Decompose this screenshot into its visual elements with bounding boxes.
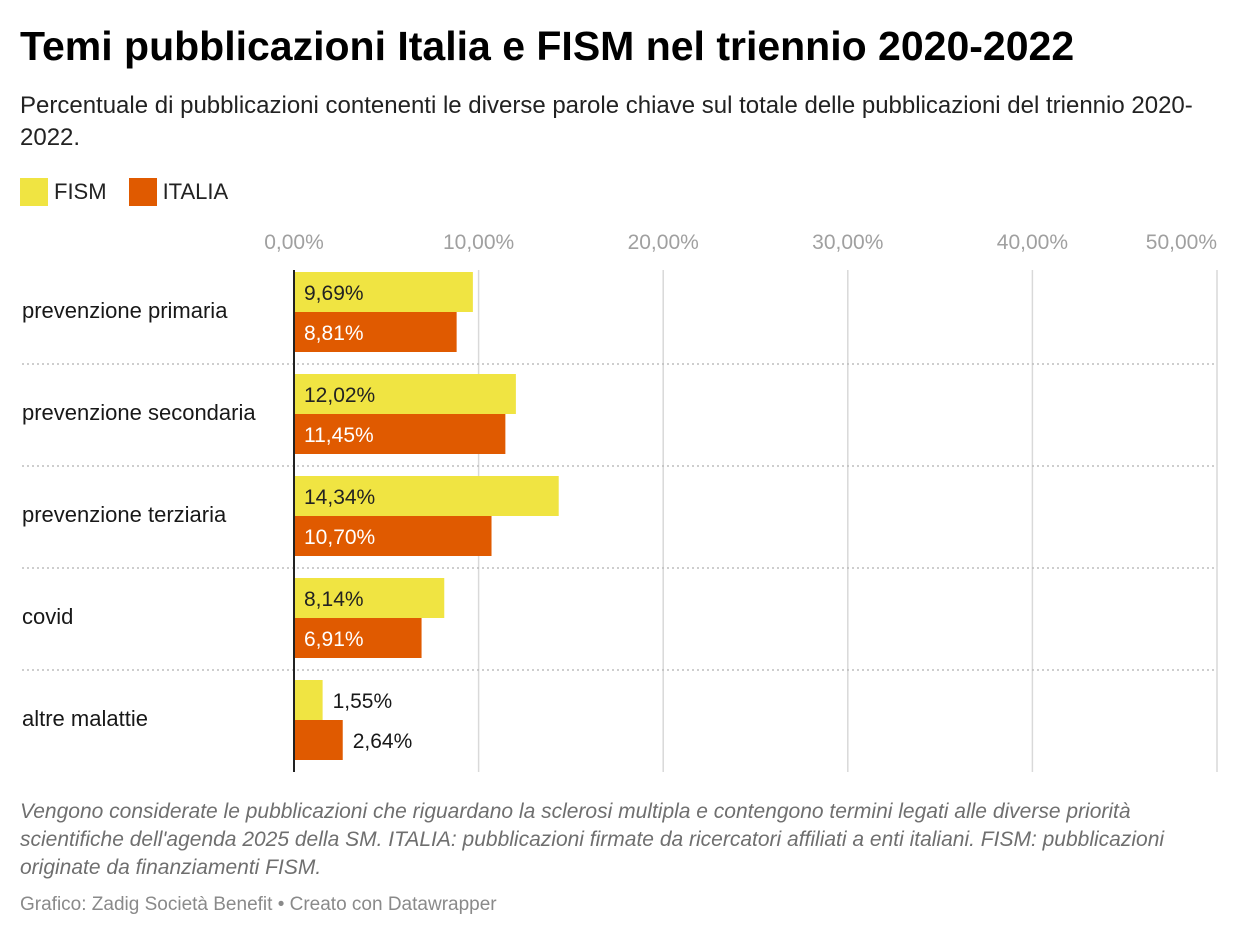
x-tick-label: 50,00% [1146, 231, 1217, 254]
bar [294, 618, 422, 658]
x-tick-label: 20,00% [628, 231, 699, 254]
x-tick-label: 40,00% [997, 231, 1068, 254]
category-label: prevenzione secondaria [22, 400, 256, 425]
category-label: prevenzione primaria [22, 298, 228, 323]
data-label: 8,81% [304, 322, 364, 345]
category-label: altre malattie [22, 706, 148, 731]
x-tick-label: 30,00% [812, 231, 883, 254]
bar-chart: 0,00% 10,00% 20,00% 30,00% 40,00% 50,00% preve… [22, 231, 1218, 772]
legend: FISM ITALIA [20, 178, 228, 206]
legend-swatch-italia [128, 178, 157, 206]
chart-credit: Grafico: Zadig Società Benefit • Creato … [20, 894, 497, 915]
legend-item-fism: FISM [20, 178, 107, 206]
legend-label-italia: ITALIA [162, 179, 229, 204]
bar [294, 476, 559, 516]
data-label: 12,02% [304, 384, 375, 407]
bar [294, 516, 492, 556]
data-label: 6,91% [304, 628, 364, 651]
legend-item-italia: ITALIA [128, 178, 229, 206]
bar [294, 374, 516, 414]
data-label: 14,34% [304, 486, 375, 509]
x-tick-label: 10,00% [443, 231, 514, 254]
bar [294, 312, 457, 352]
category-label: prevenzione terziaria [22, 502, 227, 527]
chart-title: Temi pubblicazioni Italia e FISM nel tri… [20, 23, 1075, 69]
data-label: 1,55% [333, 690, 393, 713]
category-label: covid [22, 604, 73, 629]
bar [294, 720, 343, 760]
chart-subtitle: Percentuale di pubblicazioni contenenti … [20, 92, 1193, 151]
data-label: 8,14% [304, 588, 364, 611]
chart-note: Vengono considerate le pubblicazioni che… [20, 800, 1165, 879]
bar [294, 272, 473, 312]
data-label: 9,69% [304, 282, 364, 305]
data-label: 2,64% [353, 730, 413, 753]
bar [294, 680, 323, 720]
legend-label-fism: FISM [54, 179, 107, 204]
legend-swatch-fism [20, 178, 48, 206]
x-tick-label: 0,00% [264, 231, 324, 254]
data-label: 10,70% [304, 526, 375, 549]
data-label: 11,45% [304, 424, 374, 447]
bar [294, 414, 506, 454]
bar [294, 578, 445, 618]
